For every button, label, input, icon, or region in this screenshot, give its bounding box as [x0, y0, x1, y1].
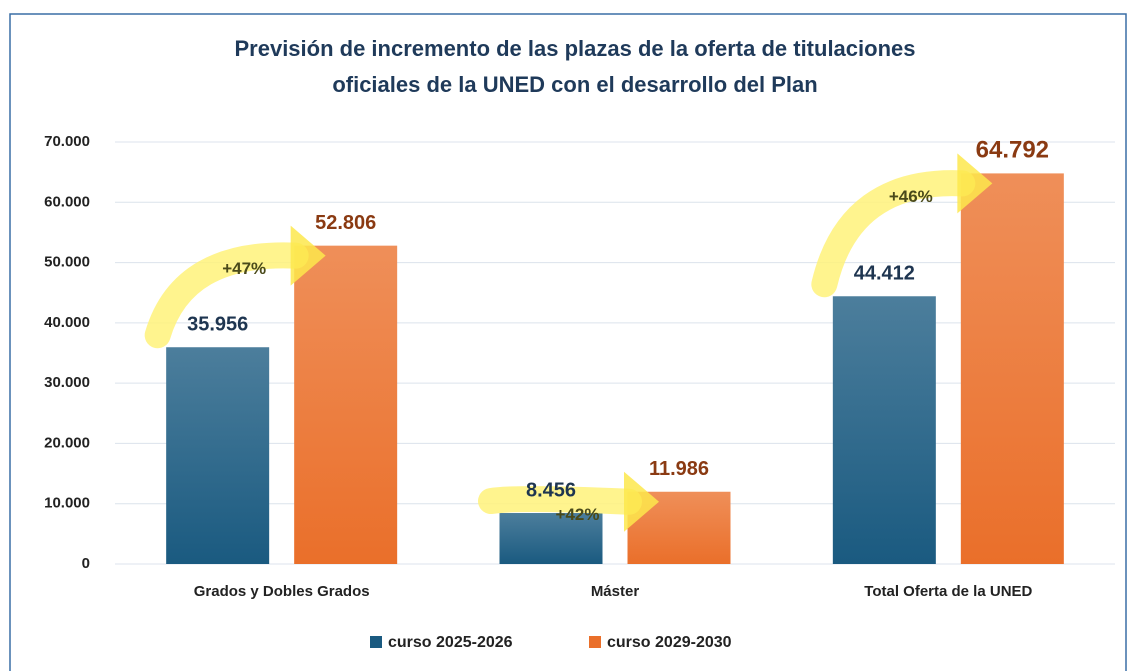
arrow-head	[624, 471, 659, 532]
arrow-head	[290, 225, 326, 286]
value-label: 11.986	[649, 458, 709, 480]
arrow-body	[478, 486, 642, 515]
y-tick-label: 50.000	[44, 254, 90, 271]
value-label: 64.792	[976, 137, 1049, 164]
x-tick-label: Grados y Dobles Grados	[194, 583, 370, 600]
value-label: 8.456	[526, 479, 576, 501]
bar	[832, 296, 936, 564]
chart-title: Previsión de incremento de las plazas de…	[234, 36, 915, 61]
legend-swatch	[589, 636, 601, 648]
arrow-body	[144, 242, 309, 349]
y-tick-label: 70.000	[44, 133, 90, 150]
legend-label: curso 2025-2026	[388, 634, 513, 651]
annotation: +42%	[556, 505, 600, 524]
arrow-body	[811, 170, 976, 298]
legend-label: curso 2029-2030	[607, 634, 732, 651]
chart-frame	[9, 13, 1127, 671]
arrow-head	[957, 153, 993, 214]
y-tick-label: 10.000	[44, 495, 90, 512]
bar	[960, 173, 1064, 565]
y-tick-label: 30.000	[44, 374, 90, 391]
value-label: 44.412	[854, 263, 915, 285]
annotation: +47%	[222, 259, 266, 278]
y-tick-label: 0	[82, 555, 90, 572]
chart-title: oficiales de la UNED con el desarrollo d…	[332, 72, 817, 97]
bar	[499, 513, 603, 564]
x-tick-label: Total Oferta de la UNED	[864, 583, 1032, 600]
bar	[294, 245, 398, 564]
value-label: 35.956	[187, 314, 248, 336]
y-tick-label: 20.000	[44, 434, 90, 451]
y-tick-label: 60.000	[44, 193, 90, 210]
bar	[166, 347, 270, 564]
legend-swatch	[370, 636, 382, 648]
value-label: 52.806	[315, 212, 376, 234]
x-tick-label: Máster	[591, 583, 640, 600]
annotation: +46%	[889, 187, 933, 206]
y-tick-label: 40.000	[44, 314, 90, 331]
